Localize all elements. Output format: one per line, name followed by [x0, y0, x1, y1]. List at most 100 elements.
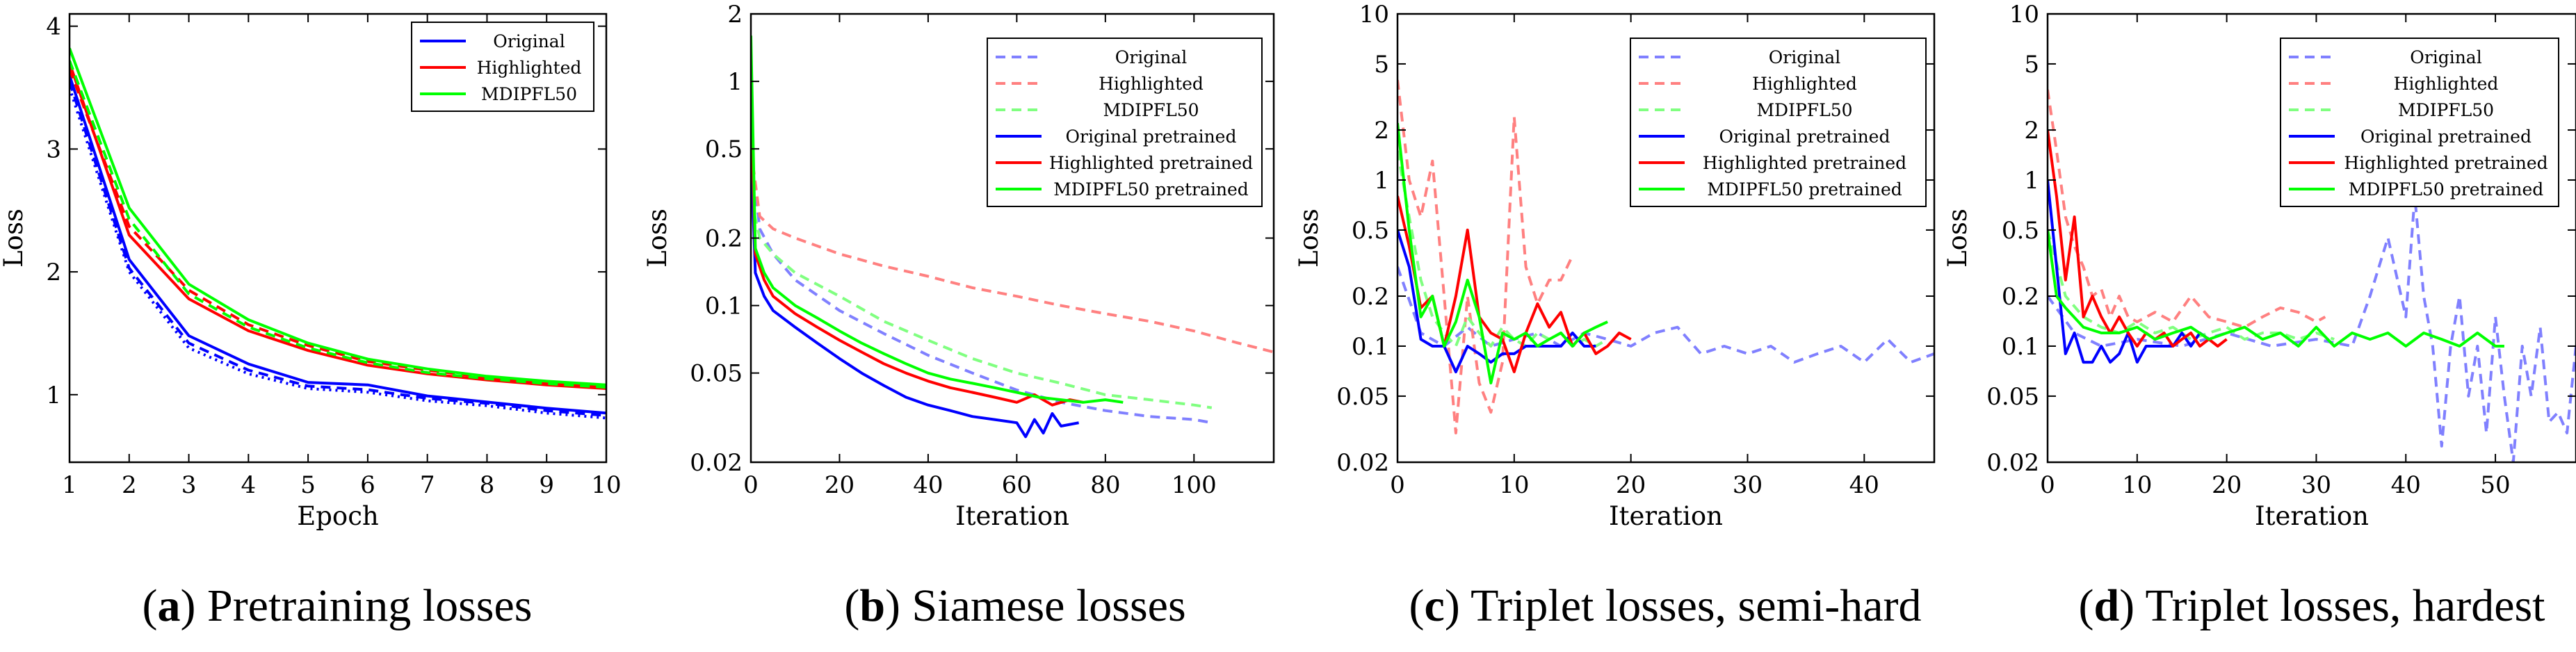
y-tick-label: 5	[2024, 51, 2039, 79]
panel-caption: (a) Pretraining losses	[143, 580, 533, 631]
series-line-3	[751, 149, 1079, 439]
legend-box	[1630, 38, 1927, 207]
x-tick-label: 60	[1002, 471, 1032, 499]
y-tick-label: 0.5	[2002, 217, 2039, 245]
legend: Original Highlighted MDIPFL50 Original pret…	[1630, 38, 1927, 207]
x-tick-label: 20	[2212, 471, 2242, 499]
y-tick-label: 4	[46, 13, 61, 41]
y-tick-label: 0.05	[1986, 383, 2039, 411]
legend-entry: Original	[493, 31, 565, 51]
legend-entry: MDIPFL50	[1756, 100, 1852, 120]
x-tick-label: 1	[62, 471, 77, 499]
y-tick-label: 0.2	[1352, 283, 1389, 311]
x-axis-label: Iteration	[955, 501, 1069, 531]
y-tick-label: 0.5	[705, 136, 743, 163]
x-tick-label: 80	[1090, 471, 1120, 499]
legend-entry: Original pretrained	[1719, 127, 1890, 147]
x-tick-label: 10	[1499, 471, 1529, 499]
x-tick-label: 10	[591, 471, 621, 499]
legend-entry: Original	[1115, 47, 1187, 67]
x-tick-label: 40	[1849, 471, 1879, 499]
axes-frame	[1396, 13, 1936, 464]
x-tick-label: 5	[300, 471, 316, 499]
y-tick-label: 0.05	[1336, 383, 1389, 411]
series-line-4	[751, 91, 1084, 407]
series-line-5	[2048, 229, 2504, 348]
x-tick-label: 0	[2040, 471, 2055, 499]
y-tick-label: 10	[2009, 1, 2039, 28]
series-line-2	[751, 198, 1213, 409]
y-tick-label: 3	[46, 136, 61, 163]
x-tick-label: 0	[743, 471, 759, 499]
x-tick-label: 10	[2122, 471, 2152, 499]
x-tick-label: 20	[1616, 471, 1646, 499]
legend-entry: Original pretrained	[2360, 127, 2532, 147]
y-tick-label: 2	[1374, 117, 1389, 145]
series-line-2	[2048, 229, 2335, 341]
y-tick-label: 1	[727, 68, 743, 96]
series-line-0	[2048, 195, 2576, 462]
legend-entry: Highlighted pretrained	[1049, 153, 1253, 173]
panel-caption: (b) Siamese losses	[844, 580, 1185, 631]
series-line-1	[751, 148, 1274, 354]
y-axis-label: Loss	[0, 209, 29, 268]
chart-panel-c: 0 10 20 30 40 0.02 0.05 0.1 0.2 0.5 1 2 5 10 Iteration…	[1294, 1, 1936, 631]
y-axis-label: Loss	[642, 209, 672, 268]
legend-entry: Original pretrained	[1066, 127, 1237, 147]
x-tick-label: 30	[2301, 471, 2331, 499]
x-tick-label: 40	[2391, 471, 2421, 499]
legend-entry: Highlighted pretrained	[2344, 153, 2547, 173]
x-tick-label: 3	[181, 471, 197, 499]
y-tick-label: 0.5	[1352, 217, 1389, 245]
series-line-4	[70, 68, 606, 389]
series-line-5	[70, 47, 606, 386]
legend-entry: Original	[2410, 47, 2481, 67]
legend-entry: MDIPFL50 pretrained	[2349, 179, 2544, 199]
legend-entry: MDIPFL50 pretrained	[1053, 179, 1249, 199]
x-tick-label: 2	[122, 471, 137, 499]
y-axis-label: Loss	[1943, 209, 1972, 268]
series-line-1	[1398, 79, 1574, 434]
x-tick-label: 50	[2480, 471, 2510, 499]
x-tick-label: 6	[360, 471, 375, 499]
x-axis-label: Iteration	[1609, 501, 1723, 531]
series-group	[1398, 79, 1934, 434]
x-tick-label: 20	[825, 471, 854, 499]
chart-panel-a: 1 2 3 4 5 6 7 8 9 10 1 2 3 4 Epoch Loss Original Highligh…	[0, 13, 622, 631]
series-group	[70, 47, 606, 420]
y-tick-label: 2	[2024, 117, 2039, 145]
y-tick-label: 0.02	[1986, 449, 2039, 477]
legend-box	[987, 38, 1263, 207]
legend-entry: Highlighted	[2394, 74, 2499, 94]
legend-entry: Highlighted pretrained	[1703, 153, 1906, 173]
series-line-5	[1398, 122, 1608, 384]
panel-caption: (c) Triplet losses, semi-hard	[1409, 580, 1922, 631]
chart-panel-d: 0 10 20 30 40 50 0.02 0.05 0.1 0.2 0.5 1 2 5 10 Iterati…	[1943, 1, 2576, 631]
x-tick-label: 40	[913, 471, 943, 499]
x-tick-label: 100	[1172, 471, 1217, 499]
series-line-6	[70, 60, 606, 389]
legend-box	[2280, 38, 2559, 207]
y-tick-label: 0.05	[690, 360, 743, 388]
series-line-4	[2048, 129, 2228, 348]
y-tick-label: 2	[727, 1, 743, 28]
x-axis-label: Iteration	[2255, 501, 2369, 531]
y-tick-label: 0.1	[1352, 333, 1389, 361]
y-tick-label: 0.2	[705, 225, 743, 253]
y-tick-label: 0.02	[1336, 449, 1389, 477]
y-tick-label: 1	[46, 382, 61, 409]
series-group	[751, 35, 1274, 439]
legend-entry: Highlighted	[477, 58, 582, 78]
legend-entry: MDIPFL50 pretrained	[1707, 179, 1902, 199]
series-line-5	[751, 35, 1124, 404]
series-line-0	[1398, 266, 1934, 364]
legend-entry: MDIPFL50	[481, 84, 577, 104]
series-line-0	[70, 74, 606, 415]
series-line-2	[70, 87, 606, 420]
y-tick-label: 0.2	[2002, 283, 2039, 311]
y-tick-label: 1	[2024, 167, 2039, 195]
legend: Original Highlighted MDIPFL50 Original pret…	[2280, 38, 2559, 207]
x-tick-label: 9	[539, 471, 554, 499]
y-tick-label: 10	[1359, 1, 1389, 28]
